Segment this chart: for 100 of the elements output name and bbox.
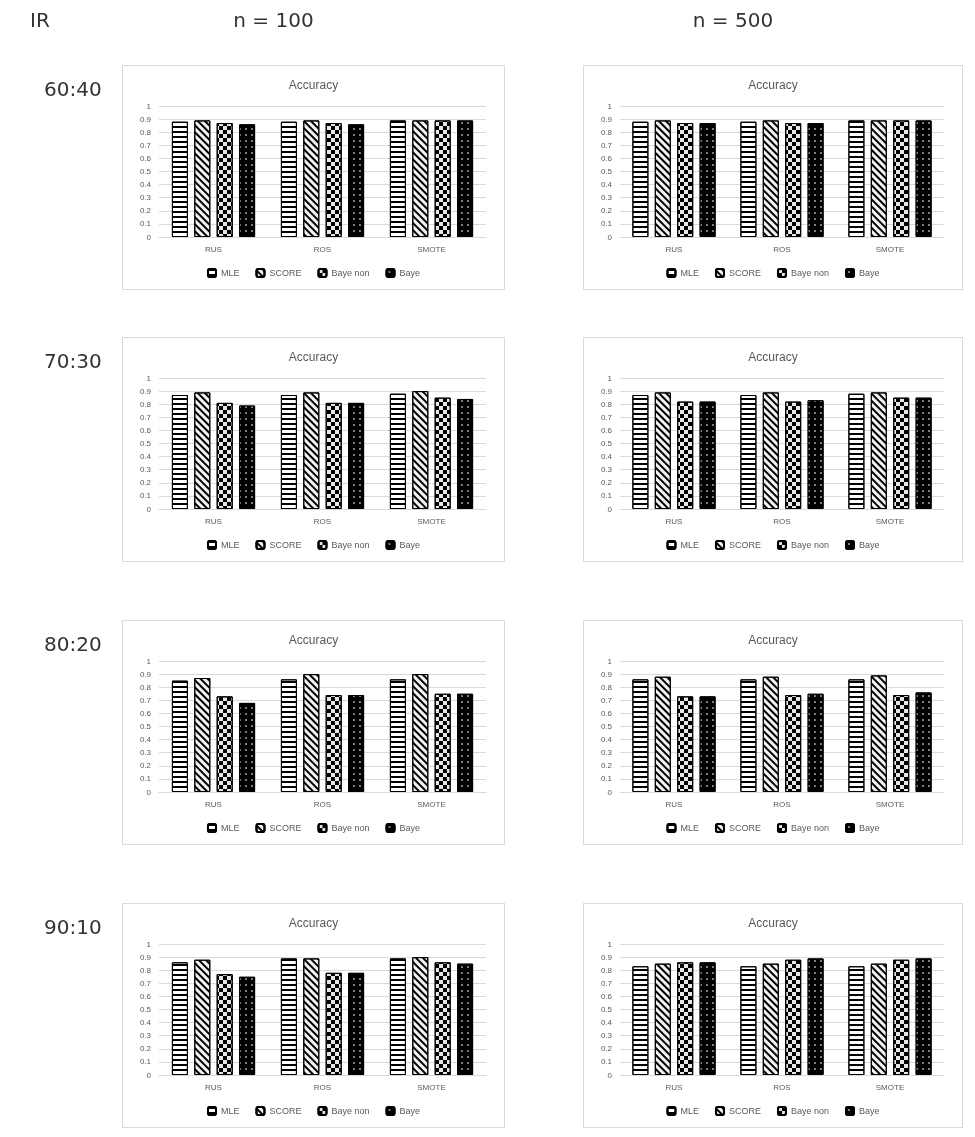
text: 80:20 [44,632,102,656]
x-tick-label: ROS [773,516,791,526]
chart-title: Accuracy [748,916,798,930]
y-tick-label: 1 [146,373,152,383]
legend-label: Baye non [331,823,370,833]
y-tick-label: 1 [146,656,152,666]
y-tick-label: 0.6 [600,991,613,1001]
legend-label: Baye non [331,1106,370,1116]
x-tick-label: RUS [205,244,222,254]
y-tick-label: 0.2 [600,478,613,488]
chart-title: Accuracy [288,78,339,92]
chart-title: Accuracy [288,916,339,930]
y-tick-label: 1 [146,939,152,949]
y-tick-label: 0.9 [600,952,613,962]
y-tick-label: 0.9 [139,386,152,396]
y-tick-label: 0.2 [139,761,152,771]
y-tick-label: 0.2 [139,1044,152,1054]
y-tick-label: 0.1 [139,774,152,784]
legend-label: Baye [859,268,880,278]
y-tick-label: 0.9 [600,386,613,396]
legend-label: MLE [680,268,699,278]
y-tick-label: 0 [146,787,152,797]
y-tick-label: 0.7 [600,978,613,988]
x-tick-label: RUS [665,516,683,526]
x-tick-label: SMOTE [417,1082,446,1092]
y-tick-label: 0.6 [600,708,613,718]
y-tick-label: 0.7 [600,695,613,705]
legend-label: Baye [399,268,421,278]
x-tick-label: RUS [665,244,683,254]
y-tick-label: 1 [607,939,613,949]
text: IR [30,8,50,32]
y-tick-label: 0.9 [600,669,613,679]
legend-label: SCORE [269,268,302,278]
legend-label: Baye non [790,823,830,833]
legend-label: MLE [220,823,240,833]
y-tick-label: 0.4 [600,180,613,190]
text: 70:30 [44,349,102,373]
x-tick-label: ROS [313,516,332,526]
x-tick-label: SMOTE [875,244,905,254]
y-tick-label: 0.9 [139,952,152,962]
legend-label: Baye non [790,540,830,550]
y-tick-label: 0.5 [139,167,152,176]
y-tick-label: 0.4 [139,180,152,190]
y-tick-label: 0.6 [139,153,152,163]
y-tick-label: 0.1 [600,774,613,784]
y-tick-label: 0 [607,787,613,797]
legend-label: MLE [680,540,699,550]
y-tick-label: 0.1 [600,491,613,501]
y-tick-label: 0.5 [139,722,152,731]
legend-label: Baye non [790,1106,830,1116]
y-tick-label: 0.3 [139,1031,152,1041]
legend-label: MLE [220,1106,240,1116]
x-tick-label: RUS [665,1082,683,1092]
x-tick-label: RUS [205,516,222,526]
legend-label: Baye [859,1106,880,1116]
y-tick-label: 0.5 [600,722,613,731]
y-tick-label: 0.1 [600,1057,613,1067]
y-tick-label: 0.5 [600,1005,613,1014]
y-tick-label: 0.7 [600,412,613,422]
y-tick-label: 0.9 [600,114,613,124]
y-tick-label: 0.9 [139,669,152,679]
y-tick-label: 0.6 [600,425,613,435]
y-tick-label: 0.1 [139,219,152,229]
y-tick-label: 0.7 [139,412,152,422]
legend-label: SCORE [269,1106,302,1116]
legend-label: Baye non [331,268,370,278]
y-tick-label: 0.4 [139,452,152,462]
y-tick-label: 0.8 [600,965,613,975]
y-tick-label: 0.8 [600,127,613,137]
y-tick-label: 0.7 [600,140,613,150]
chart-title: Accuracy [288,350,339,364]
y-tick-label: 0.1 [139,1057,152,1067]
y-tick-label: 0.2 [139,478,152,488]
legend-label: MLE [680,1106,699,1116]
chart-title: Accuracy [748,350,798,364]
x-tick-label: ROS [313,799,332,809]
y-tick-label: 0 [607,232,613,242]
y-tick-label: 1 [607,373,613,383]
chart-title: Accuracy [748,78,798,92]
legend-label: MLE [680,823,699,833]
legend-label: MLE [220,540,240,550]
y-tick-label: 0.4 [139,1018,152,1028]
x-tick-label: SMOTE [875,1082,905,1092]
y-tick-label: 0.4 [600,1018,613,1028]
y-tick-label: 0.7 [139,140,152,150]
legend-label: Baye [399,823,421,833]
y-tick-label: 0.3 [600,193,613,203]
y-tick-label: 0.2 [600,206,613,216]
x-tick-label: RUS [665,799,683,809]
y-tick-label: 0.7 [139,978,152,988]
y-tick-label: 0.5 [600,439,613,448]
text: n = 100 [233,8,314,32]
y-tick-label: 0.2 [600,761,613,771]
legend-label: SCORE [728,823,761,833]
text: n = 500 [692,8,774,32]
x-tick-label: SMOTE [875,799,905,809]
y-tick-label: 0.4 [600,452,613,462]
x-tick-label: ROS [313,244,332,254]
y-tick-label: 0.2 [600,1044,613,1054]
y-tick-label: 0.3 [139,193,152,203]
